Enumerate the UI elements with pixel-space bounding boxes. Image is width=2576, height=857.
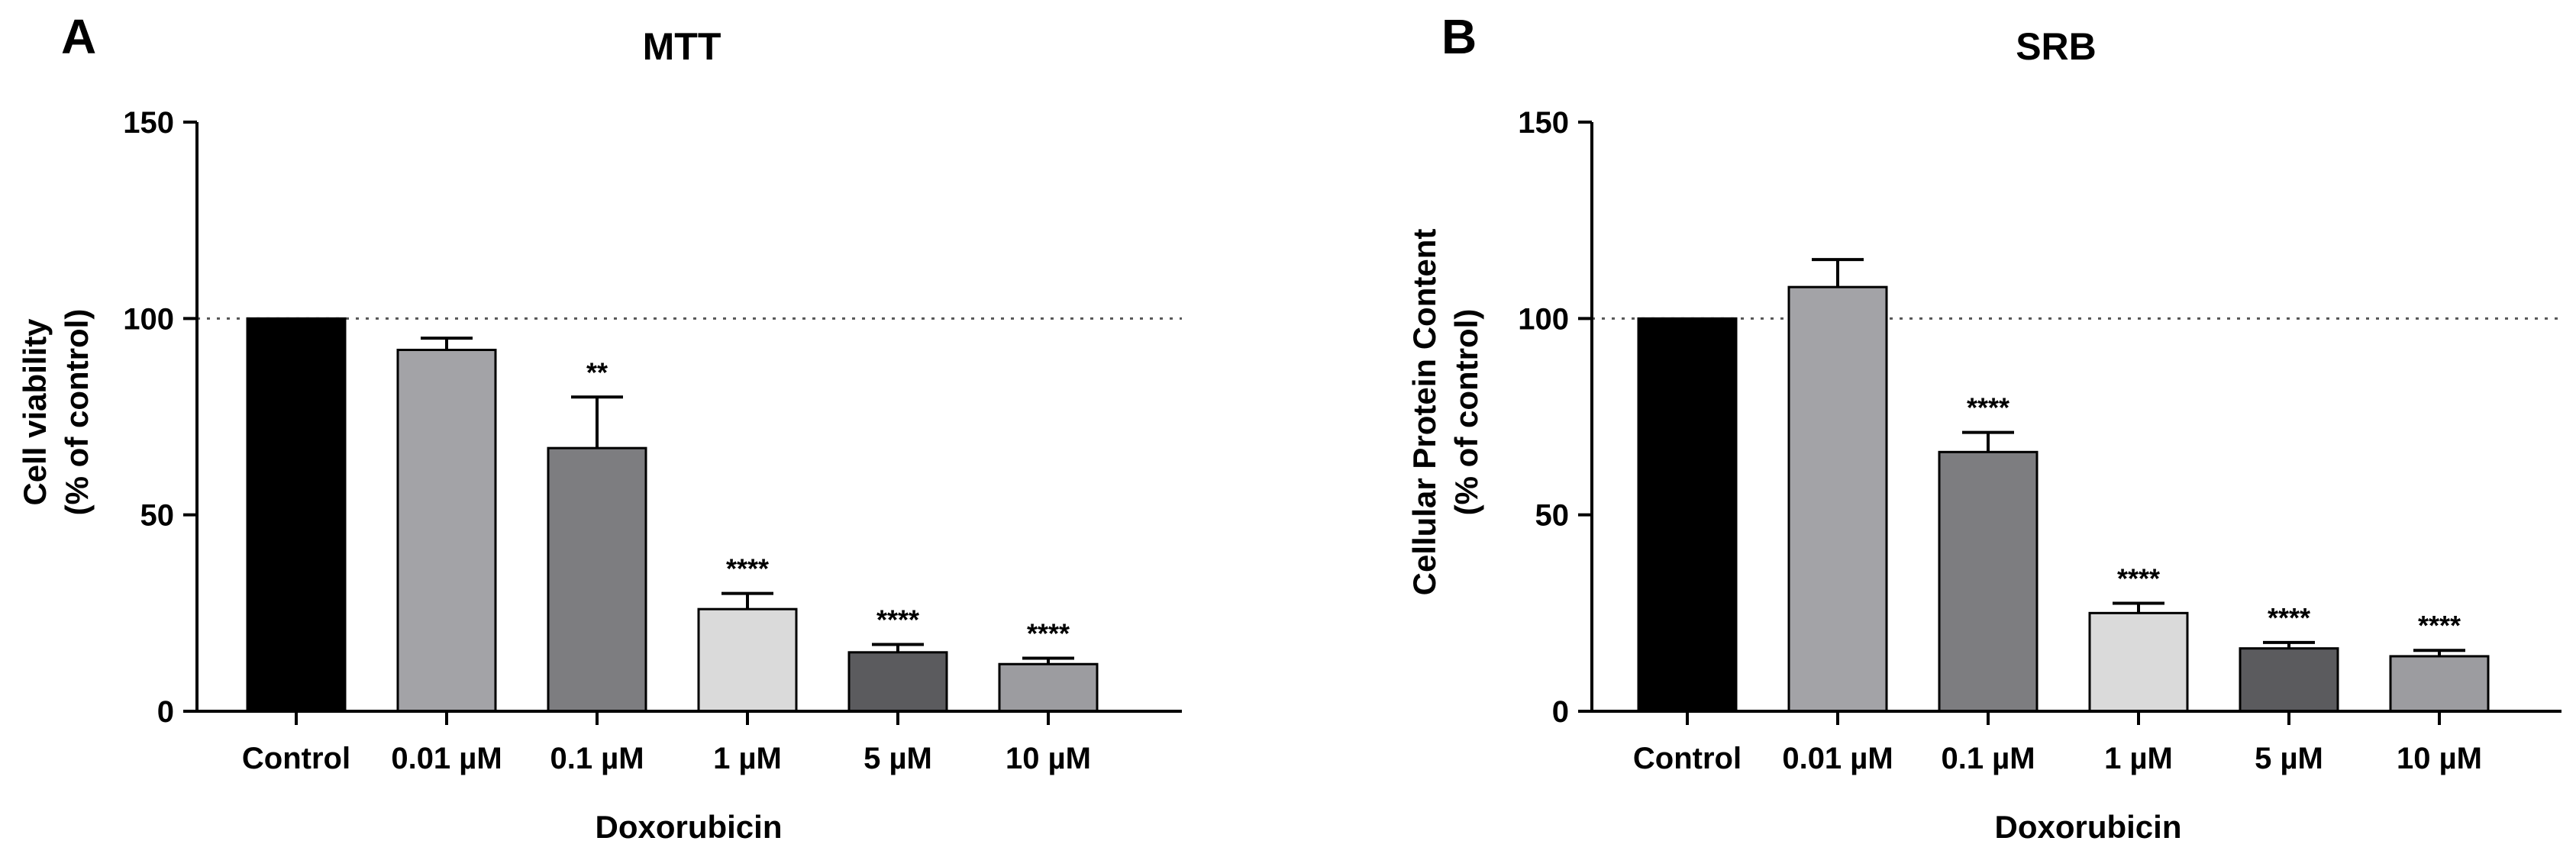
bar-b-2 bbox=[1938, 450, 2039, 713]
category-label-a-0: Control bbox=[242, 742, 350, 775]
category-label-b-4: 5 µM bbox=[2255, 742, 2323, 775]
y-tick-label-b-3: 150 bbox=[1518, 106, 1569, 140]
significance-label-a-4: **** bbox=[876, 604, 919, 636]
category-label-a-3: 1 µM bbox=[713, 742, 782, 775]
significance-label-b-5: **** bbox=[2418, 610, 2461, 641]
panel-letter-a: A bbox=[61, 9, 96, 64]
y-tick-label-b-1: 50 bbox=[1535, 499, 1570, 533]
bar-a-4 bbox=[847, 651, 948, 713]
bar-a-1 bbox=[396, 349, 497, 713]
significance-label-b-2: **** bbox=[1967, 392, 2009, 424]
bar-b-5 bbox=[2389, 655, 2490, 713]
chart-title-a: MTT bbox=[643, 25, 721, 68]
category-label-a-5: 10 µM bbox=[1006, 742, 1091, 775]
significance-label-a-3: **** bbox=[726, 553, 769, 585]
y-axis-label-a-line2: (% of control) bbox=[59, 309, 95, 516]
y-axis-label-b-line1: Cellular Protein Content bbox=[1406, 229, 1442, 596]
x-axis-label-a: Doxorubicin bbox=[595, 809, 782, 845]
significance-label-a-2: ** bbox=[586, 356, 608, 388]
y-tick-label-b-0: 0 bbox=[1552, 695, 1569, 729]
category-label-b-1: 0.01 µM bbox=[1782, 742, 1893, 775]
category-label-b-5: 10 µM bbox=[2397, 742, 2482, 775]
y-tick-label-a-1: 50 bbox=[140, 499, 175, 533]
bar-b-4 bbox=[2239, 647, 2339, 713]
y-tick-label-b-2: 100 bbox=[1518, 302, 1569, 336]
bar-b-1 bbox=[1787, 285, 1888, 713]
chart-title-b: SRB bbox=[2016, 25, 2097, 68]
category-label-a-2: 0.1 µM bbox=[550, 742, 644, 775]
bar-b-3 bbox=[2088, 611, 2189, 713]
panel-letter-b: B bbox=[1441, 9, 1477, 64]
panel-b: B SRB Cellular Protein Content (% of con… bbox=[1406, 9, 2561, 845]
y-tick-label-a-2: 100 bbox=[123, 302, 174, 336]
y-axis-label-a-line1: Cell viability bbox=[17, 318, 53, 506]
y-tick-label-a-3: 150 bbox=[123, 106, 174, 140]
significance-label-b-4: **** bbox=[2268, 602, 2310, 633]
plot-area-b: Control 0.01 µM **** 0.1 µM **** 1 µM **** 5 µM… bbox=[1518, 106, 2561, 775]
bar-a-3 bbox=[697, 607, 798, 713]
panel-a: A MTT Cell viability (% of control) Doxo… bbox=[17, 9, 1182, 845]
category-label-b-2: 0.1 µM bbox=[1941, 742, 2035, 775]
category-label-b-3: 1 µM bbox=[2104, 742, 2173, 775]
y-tick-label-a-0: 0 bbox=[157, 695, 174, 729]
bar-a-2 bbox=[547, 446, 647, 713]
y-axis-label-b-line2: (% of control) bbox=[1448, 309, 1484, 516]
x-axis-label-b: Doxorubicin bbox=[1994, 809, 2181, 845]
category-label-b-0: Control bbox=[1633, 742, 1742, 775]
category-label-a-1: 0.01 µM bbox=[391, 742, 502, 775]
category-label-a-4: 5 µM bbox=[864, 742, 932, 775]
bar-a-0 bbox=[246, 317, 347, 713]
significance-label-a-5: **** bbox=[1027, 618, 1070, 649]
plot-area-a: Control 0.01 µM ** 0.1 µM **** 1 µM **** 5 µM **… bbox=[123, 106, 1182, 775]
significance-label-b-3: **** bbox=[2117, 562, 2160, 594]
bar-a-5 bbox=[998, 662, 1099, 713]
bar-b-0 bbox=[1637, 317, 1738, 713]
